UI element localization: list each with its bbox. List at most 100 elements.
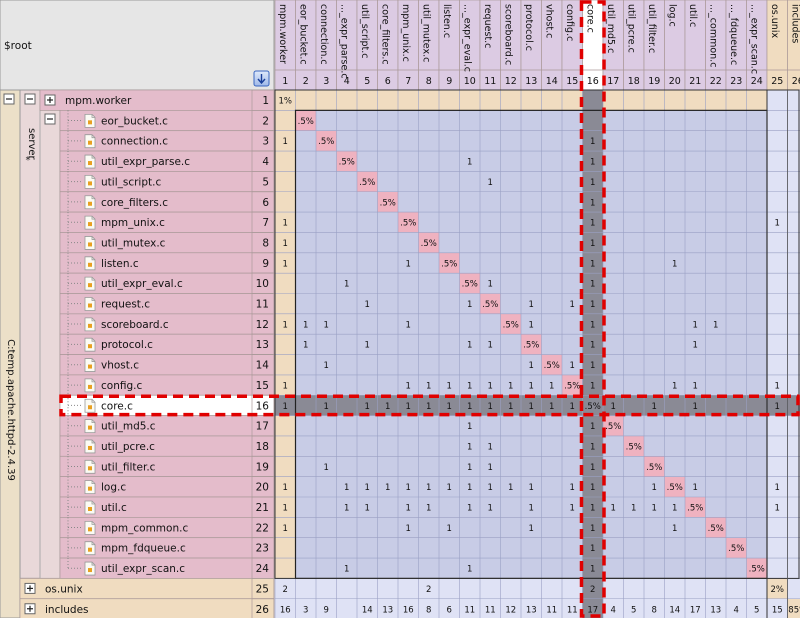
matrix-cell[interactable]: 1	[590, 280, 595, 290]
column-header-4[interactable]: ..._expr_parse.c4	[336, 0, 358, 91]
column-header-13[interactable]: protocol.c 13	[520, 0, 542, 91]
matrix-cell[interactable]: 1	[590, 341, 595, 351]
row-header-18[interactable]: util_pcre.c 18	[59, 435, 275, 457]
matrix-cell[interactable]: 11	[567, 605, 578, 615]
row-header-13[interactable]: protocol.c 13	[59, 333, 275, 355]
matrix-cell[interactable]: 1	[344, 280, 349, 290]
column-header-7[interactable]: mpm_unix.c 7	[397, 0, 419, 91]
column-header-22[interactable]: ..._common.c 22	[705, 0, 727, 91]
matrix-cell[interactable]: 1	[426, 381, 431, 391]
matrix-cell[interactable]: 1	[570, 300, 575, 310]
matrix-cell[interactable]: 1	[775, 381, 780, 391]
matrix-cell[interactable]: 1	[672, 259, 677, 269]
matrix-cell[interactable]: 11	[485, 605, 496, 615]
matrix-cell[interactable]: 1	[467, 341, 472, 351]
matrix-cell[interactable]: 1	[590, 178, 595, 188]
matrix-cell[interactable]: 1	[508, 402, 513, 412]
matrix-cell[interactable]: 1	[406, 320, 411, 330]
column-header-6[interactable]: core_filters.c 6	[377, 0, 399, 91]
row-header-7[interactable]: mpm_unix.c 7	[59, 211, 275, 233]
matrix-cell[interactable]: 1	[775, 402, 780, 412]
matrix-cell[interactable]: .5%	[667, 483, 683, 493]
matrix-cell[interactable]: 1	[344, 504, 349, 514]
column-header-18[interactable]: util_pcre.c 18	[623, 0, 645, 91]
matrix-cell[interactable]: 9	[324, 605, 329, 615]
matrix-cell[interactable]: 12	[505, 605, 516, 615]
matrix-cell[interactable]: 1	[344, 565, 349, 575]
matrix-cell[interactable]: .5%	[708, 524, 724, 534]
row-header-10[interactable]: util_expr_eval.c 10	[59, 272, 275, 294]
matrix-cell[interactable]: 11	[464, 605, 475, 615]
matrix-cell[interactable]: 2	[283, 585, 288, 595]
matrix-cell[interactable]: .5%	[749, 565, 765, 575]
matrix-cell[interactable]: 15	[772, 605, 783, 615]
column-header-20[interactable]: log.c 20	[664, 0, 686, 91]
matrix-cell[interactable]: 1	[590, 137, 595, 147]
matrix-cell[interactable]: 2	[590, 585, 595, 595]
matrix-cell[interactable]: 17	[690, 605, 701, 615]
matrix-cell[interactable]: 1	[508, 381, 513, 391]
matrix-cell[interactable]: .5%	[564, 381, 580, 391]
matrix-cell[interactable]: 1	[508, 483, 513, 493]
matrix-cell[interactable]: 1	[344, 483, 349, 493]
matrix-cell[interactable]: 1	[713, 320, 718, 330]
row-header-15[interactable]: config.c 15	[59, 374, 275, 396]
matrix-cell[interactable]: 1	[406, 524, 411, 534]
matrix-cell[interactable]: .5%	[687, 504, 703, 514]
collapse-toggle[interactable]	[24, 93, 36, 105]
column-header-9[interactable]: listen.c 9	[438, 0, 460, 91]
matrix-cell[interactable]: 1	[324, 361, 329, 371]
matrix-cell[interactable]: 1	[467, 422, 472, 432]
column-header-21[interactable]: util.c 21	[684, 0, 706, 91]
column-header-14[interactable]: vhost.c 14	[541, 0, 563, 91]
matrix-cell[interactable]: 1%	[279, 97, 293, 107]
matrix-cell[interactable]: 1	[590, 219, 595, 229]
row-header-8[interactable]: util_mutex.c 8	[59, 232, 275, 254]
matrix-cell[interactable]: 1	[693, 402, 698, 412]
matrix-cell[interactable]: 1	[549, 402, 554, 412]
matrix-cell[interactable]: 1	[467, 300, 472, 310]
matrix-cell[interactable]: 1	[283, 239, 288, 249]
matrix-cell[interactable]: 1	[467, 463, 472, 473]
column-header-17[interactable]: util_md5.c 17	[602, 0, 624, 91]
matrix-cell[interactable]: 1	[590, 259, 595, 269]
matrix-cell[interactable]: 1	[447, 402, 452, 412]
matrix-cell[interactable]: 17	[587, 605, 598, 615]
row-header-21[interactable]: util.c 21	[59, 496, 275, 518]
matrix-cell[interactable]: 1	[467, 381, 472, 391]
matrix-cell[interactable]: .5%	[339, 158, 355, 168]
row-header-6[interactable]: core_filters.c 6	[59, 191, 275, 213]
matrix-cell[interactable]: 1	[283, 320, 288, 330]
matrix-cell[interactable]: 1	[590, 442, 595, 452]
row-header-4[interactable]: util_expr_parse.c 4	[59, 150, 275, 172]
matrix-cell[interactable]: 1	[652, 504, 657, 514]
matrix-cell[interactable]: 1	[447, 524, 452, 534]
matrix-cell[interactable]: 1	[365, 341, 370, 351]
expand-toggle[interactable]	[44, 94, 56, 106]
matrix-cell[interactable]: .5%	[298, 117, 314, 127]
collapse-toggle[interactable]	[44, 113, 56, 125]
row-header-23[interactable]: mpm_fdqueue.c 23	[59, 537, 275, 559]
matrix-cell[interactable]: 1	[529, 381, 534, 391]
row-header-1[interactable]: mpm.worker 1	[39, 89, 275, 111]
matrix-cell[interactable]: 14	[362, 605, 373, 615]
matrix-cell[interactable]: .5%	[359, 178, 375, 188]
matrix-cell[interactable]: 1	[365, 300, 370, 310]
matrix-cell[interactable]: 1	[693, 341, 698, 351]
matrix-cell[interactable]: 1	[365, 483, 370, 493]
matrix-cell[interactable]: 1	[652, 483, 657, 493]
matrix-cell[interactable]: 1	[283, 381, 288, 391]
matrix-cell[interactable]: 1	[385, 402, 390, 412]
matrix-cell[interactable]: 1	[590, 198, 595, 208]
matrix-cell[interactable]: .5%	[544, 361, 560, 371]
matrix-cell[interactable]: 1	[283, 483, 288, 493]
matrix-cell[interactable]: 1	[570, 483, 575, 493]
matrix-cell[interactable]: 1	[672, 504, 677, 514]
matrix-cell[interactable]: 1	[324, 402, 329, 412]
matrix-cell[interactable]: 1	[693, 483, 698, 493]
row-header-25[interactable]: os.unix 25	[19, 578, 275, 600]
matrix-cell[interactable]: .5%	[626, 442, 642, 452]
column-header-26[interactable]: includes 26	[787, 0, 800, 91]
matrix-cell[interactable]: 1	[283, 402, 288, 412]
matrix-cell[interactable]: 2%	[771, 585, 785, 595]
